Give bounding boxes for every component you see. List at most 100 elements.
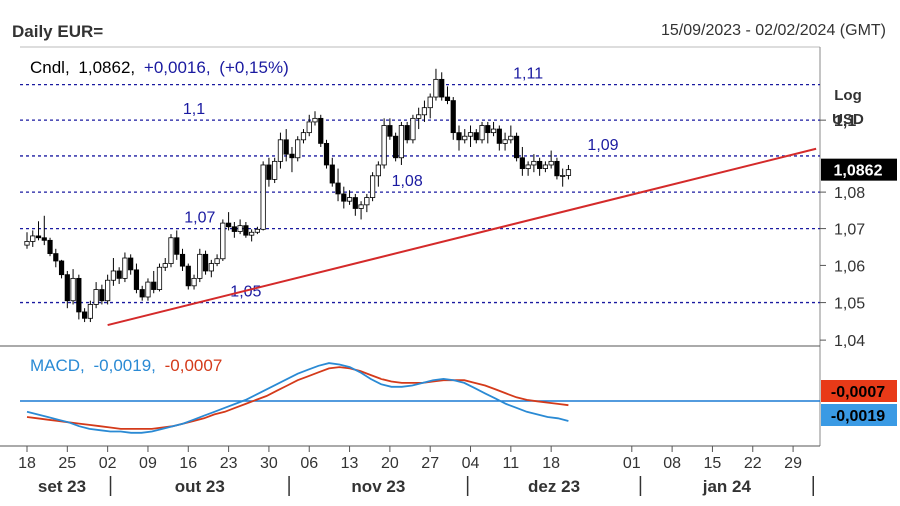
candle-body xyxy=(323,142,330,166)
candle-body xyxy=(306,121,312,134)
candle-body xyxy=(283,139,289,155)
candle-body xyxy=(70,277,76,302)
candle-body xyxy=(197,253,203,279)
candle-body xyxy=(266,164,272,180)
candle-body xyxy=(295,139,301,159)
candle-body xyxy=(421,107,428,116)
candle-body xyxy=(565,169,572,176)
trendline-group xyxy=(107,147,817,327)
candle-body xyxy=(133,269,140,290)
candle-body xyxy=(237,225,243,232)
y-tick-label: 1,06 xyxy=(834,258,865,275)
candle-body xyxy=(191,277,197,287)
svg-text:-0,0007: -0,0007 xyxy=(831,384,885,401)
y-tick-label: 1,1 xyxy=(834,113,856,130)
candle-body xyxy=(35,235,42,239)
level-label: 1,1 xyxy=(183,101,205,118)
candle-body xyxy=(24,241,30,246)
candle-body xyxy=(375,164,381,177)
candlestick-series xyxy=(24,68,572,323)
y-tick-label: 1,04 xyxy=(834,333,865,350)
candle-body xyxy=(439,78,445,98)
x-tick-label: 25 xyxy=(58,455,76,472)
candle-body xyxy=(225,222,232,228)
candle-body xyxy=(139,289,145,298)
candle-body xyxy=(300,132,307,141)
svg-text:1,0862: 1,0862 xyxy=(834,163,883,180)
candle-body xyxy=(179,253,186,267)
candle-body xyxy=(548,160,554,166)
candle-body xyxy=(496,128,502,144)
candle-body xyxy=(456,132,462,141)
candle-body xyxy=(289,153,295,159)
candle-body xyxy=(462,135,468,141)
candle-body xyxy=(410,117,416,141)
level-label: 1,07 xyxy=(184,210,215,227)
candle-body xyxy=(202,253,209,272)
month-label: set 23 xyxy=(38,477,86,496)
price-axis: 1,04 1,05 1,06 1,07 1,08 1,1 xyxy=(820,113,865,350)
level-label: 1,09 xyxy=(587,137,618,154)
candle-body xyxy=(53,253,59,262)
candle-body xyxy=(174,237,180,255)
chart-title: Daily EUR= xyxy=(12,22,104,41)
y-tick-label: 1,07 xyxy=(834,222,865,239)
signal-value-tag: -0,0007 xyxy=(821,380,897,402)
candle-body xyxy=(531,160,537,166)
x-tick-label: 08 xyxy=(663,455,681,472)
month-label: out 23 xyxy=(175,477,225,496)
candle-body xyxy=(467,132,474,137)
signal-line xyxy=(26,366,569,430)
candle-body xyxy=(560,175,566,177)
candle-body xyxy=(398,125,405,159)
x-tick-label: 02 xyxy=(99,455,117,472)
candle-body xyxy=(128,257,134,271)
candle-body xyxy=(277,139,284,162)
candle-body xyxy=(122,257,128,279)
candle-body xyxy=(393,135,399,159)
x-tick-label: 23 xyxy=(220,455,238,472)
trendline xyxy=(107,147,817,327)
y-tick-label: 1,08 xyxy=(834,185,865,202)
month-label: jan 24 xyxy=(702,477,752,496)
x-tick-label: 06 xyxy=(300,455,318,472)
candle-body xyxy=(116,270,122,279)
candle-body xyxy=(514,135,520,159)
candle-body xyxy=(404,125,410,141)
candle-body xyxy=(214,258,220,264)
candle-body xyxy=(508,135,514,141)
candle-body xyxy=(479,125,485,141)
candle-body xyxy=(30,235,36,242)
candle-body xyxy=(156,266,163,290)
candle-body xyxy=(47,239,53,254)
candle-body xyxy=(99,289,105,302)
candle-body xyxy=(433,78,439,98)
candle-body xyxy=(381,125,387,166)
candle-body xyxy=(243,225,249,236)
candle-body xyxy=(76,277,82,313)
candle-body xyxy=(312,117,318,123)
candle-body xyxy=(318,117,324,144)
x-tick-label: 01 xyxy=(623,455,641,472)
candle-body xyxy=(554,160,560,177)
x-tick-label: 30 xyxy=(260,455,278,472)
macd-legend: MACD, -0,0019, -0,0007 xyxy=(30,356,222,375)
log-scale-label: Log xyxy=(834,87,862,104)
candle-body xyxy=(358,204,364,209)
x-tick-label: 20 xyxy=(381,455,399,472)
horizontal-levels: 1,05 1,07 1,08 1,09 1,1 1,11 xyxy=(20,66,820,304)
candle-body xyxy=(64,274,70,302)
level-label: 1,05 xyxy=(230,284,261,301)
candle-body xyxy=(41,237,47,241)
candle-body xyxy=(490,128,497,134)
candle-body xyxy=(260,164,266,230)
candle-body xyxy=(249,231,255,236)
candle-body xyxy=(485,125,491,134)
candle-body xyxy=(168,237,174,264)
candle-body xyxy=(208,263,214,272)
candle-body xyxy=(444,96,451,101)
month-label: dez 23 xyxy=(528,477,580,496)
candle-body xyxy=(105,279,111,302)
x-tick-label: 18 xyxy=(18,455,36,472)
